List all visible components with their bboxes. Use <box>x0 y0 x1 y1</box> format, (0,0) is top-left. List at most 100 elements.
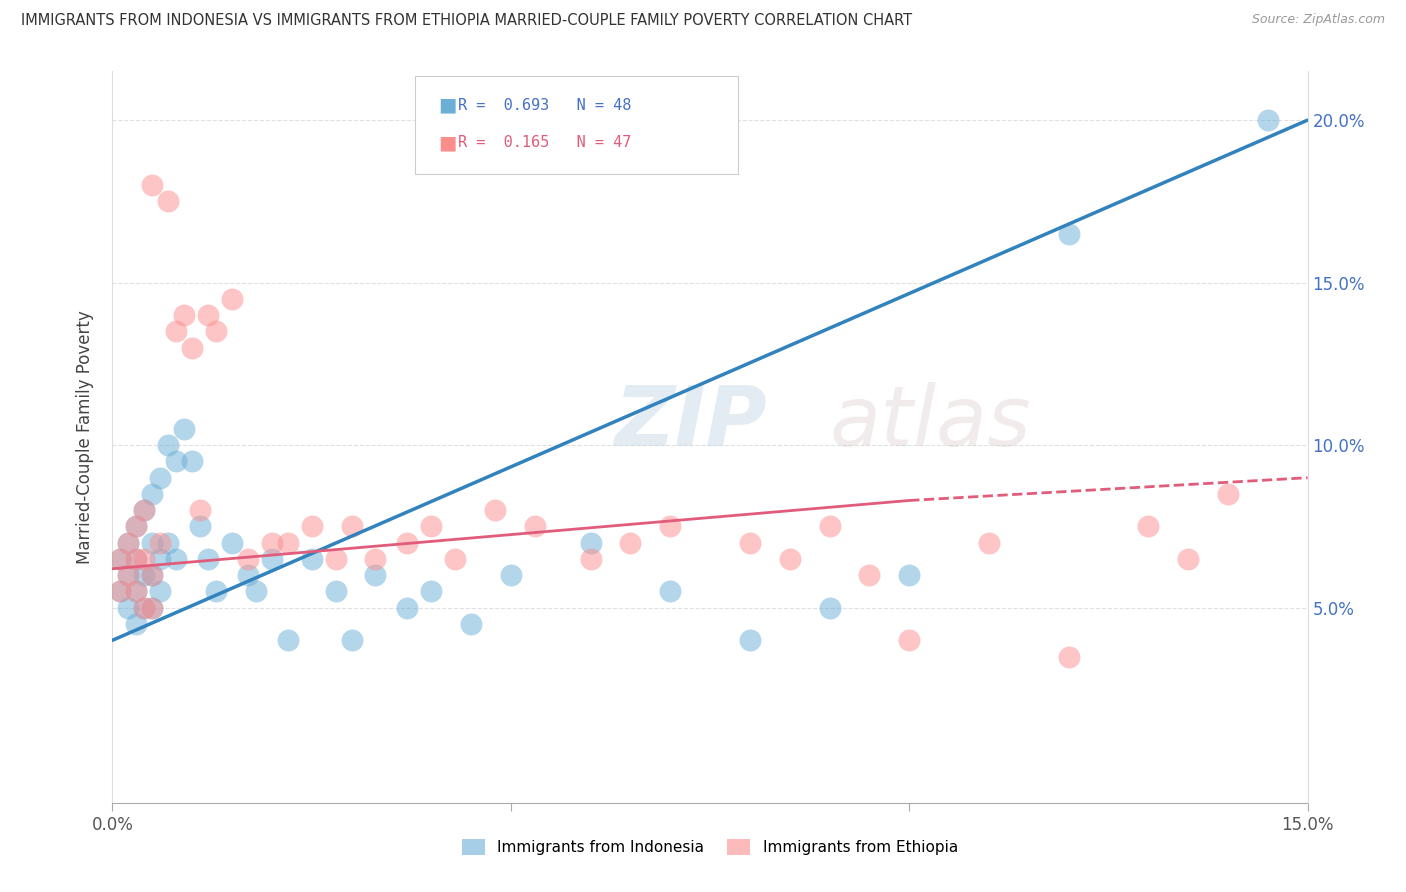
Point <box>188 519 211 533</box>
Point <box>117 568 139 582</box>
Point <box>134 552 156 566</box>
Y-axis label: Married-Couple Family Poverty: Married-Couple Family Poverty <box>76 310 94 564</box>
Text: Source: ZipAtlas.com: Source: ZipAtlas.com <box>1251 13 1385 27</box>
Point <box>165 454 187 468</box>
Text: IMMIGRANTS FROM INDONESIA VS IMMIGRANTS FROM ETHIOPIA MARRIED-COUPLE FAMILY POVE: IMMIGRANTS FROM INDONESIA VS IMMIGRANTS … <box>21 13 912 29</box>
Point <box>149 584 172 599</box>
Point <box>125 617 148 632</box>
Point <box>659 519 682 533</box>
Point <box>125 552 148 566</box>
Point <box>340 633 363 648</box>
Point <box>579 552 602 566</box>
Point <box>165 325 187 339</box>
Point <box>738 633 761 648</box>
Point <box>301 519 323 533</box>
Point <box>396 535 419 549</box>
Point <box>236 568 259 582</box>
Point <box>444 552 467 566</box>
Point <box>117 535 139 549</box>
Point <box>141 535 163 549</box>
Point <box>236 552 259 566</box>
Point <box>141 487 163 501</box>
Point <box>340 519 363 533</box>
Point <box>738 535 761 549</box>
Point <box>499 568 522 582</box>
Legend: Immigrants from Indonesia, Immigrants from Ethiopia: Immigrants from Indonesia, Immigrants fr… <box>456 833 965 861</box>
Point <box>977 535 1000 549</box>
Point <box>260 535 283 549</box>
Point <box>523 519 546 533</box>
Point <box>301 552 323 566</box>
Point <box>898 568 921 582</box>
Point <box>420 584 443 599</box>
Point <box>1257 113 1279 128</box>
Point <box>260 552 283 566</box>
Point <box>117 568 139 582</box>
Point <box>221 292 243 306</box>
Point <box>619 535 641 549</box>
Point <box>245 584 267 599</box>
Point <box>181 454 204 468</box>
Point <box>149 552 172 566</box>
Point <box>484 503 506 517</box>
Point <box>110 584 132 599</box>
Point <box>396 600 419 615</box>
Point <box>134 568 156 582</box>
Text: R =  0.165   N = 47: R = 0.165 N = 47 <box>458 136 631 150</box>
Point <box>1177 552 1199 566</box>
Point <box>221 535 243 549</box>
Point <box>898 633 921 648</box>
Point <box>277 633 299 648</box>
Point <box>134 503 156 517</box>
Point <box>110 552 132 566</box>
Point <box>157 194 180 209</box>
Point <box>659 584 682 599</box>
Point <box>125 552 148 566</box>
Point <box>1057 227 1080 241</box>
Point <box>141 178 163 193</box>
Point <box>110 552 132 566</box>
Point <box>420 519 443 533</box>
Point <box>157 535 180 549</box>
Point <box>141 600 163 615</box>
Point <box>134 600 156 615</box>
Point <box>779 552 801 566</box>
Point <box>188 503 211 517</box>
Text: ■: ■ <box>439 95 457 115</box>
Point <box>134 503 156 517</box>
Point <box>364 568 387 582</box>
Point <box>325 584 347 599</box>
Point <box>197 552 219 566</box>
Point <box>157 438 180 452</box>
Point <box>141 568 163 582</box>
Point <box>818 519 841 533</box>
Point <box>125 584 148 599</box>
Point <box>579 535 602 549</box>
Point <box>197 308 219 322</box>
Point <box>149 471 172 485</box>
Point <box>134 600 156 615</box>
Point <box>141 568 163 582</box>
Point <box>149 535 172 549</box>
Point <box>125 519 148 533</box>
Point <box>173 422 195 436</box>
Point <box>205 325 228 339</box>
Point <box>325 552 347 566</box>
Text: ■: ■ <box>439 133 457 153</box>
Point <box>460 617 482 632</box>
Point <box>364 552 387 566</box>
Point <box>205 584 228 599</box>
Point <box>110 584 132 599</box>
Point <box>858 568 880 582</box>
Text: ZIP: ZIP <box>614 382 768 463</box>
Point <box>125 519 148 533</box>
Point <box>1137 519 1160 533</box>
Text: atlas: atlas <box>830 382 1031 463</box>
Point <box>1057 649 1080 664</box>
Point <box>165 552 187 566</box>
Text: R =  0.693   N = 48: R = 0.693 N = 48 <box>458 98 631 112</box>
Point <box>141 600 163 615</box>
Point <box>181 341 204 355</box>
Point <box>125 584 148 599</box>
Point <box>818 600 841 615</box>
